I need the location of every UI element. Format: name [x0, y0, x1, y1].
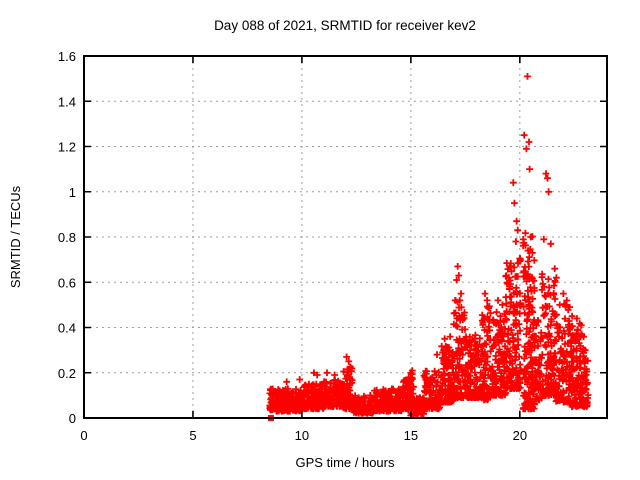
tick-labels: 0 5 10 15 20 0 0.2 0.4 0.6 0.8 1 1.2 1.4 1.6	[58, 49, 527, 443]
y-tick-label: 0	[69, 411, 76, 426]
x-tick-label: 10	[295, 428, 309, 443]
y-axis-label: SRMTID / TECUs	[8, 185, 23, 288]
y-tick-label: 0.2	[58, 366, 76, 381]
scatter-plus-markers	[266, 73, 592, 419]
x-tick-label: 5	[189, 428, 196, 443]
scatter-points	[266, 73, 592, 421]
plot-border	[83, 55, 608, 419]
y-tick-label: 0.4	[58, 321, 76, 336]
grid-path	[84, 56, 607, 418]
x-tick-label: 15	[404, 428, 418, 443]
x-tick-label: 0	[80, 428, 87, 443]
y-tick-label: 1.2	[58, 140, 76, 155]
y-tick-label: 1.6	[58, 49, 76, 64]
y-tick-label: 1.4	[58, 94, 76, 109]
y-tick-label: 0.6	[58, 275, 76, 290]
y-tick-label: 1	[69, 185, 76, 200]
chart-title: Day 088 of 2021, SRMTID for receiver kev…	[214, 18, 476, 33]
x-axis-label: GPS time / hours	[296, 455, 395, 470]
x-tick-label: 20	[513, 428, 527, 443]
gridlines	[84, 56, 607, 418]
y-tick-label: 0.8	[58, 230, 76, 245]
